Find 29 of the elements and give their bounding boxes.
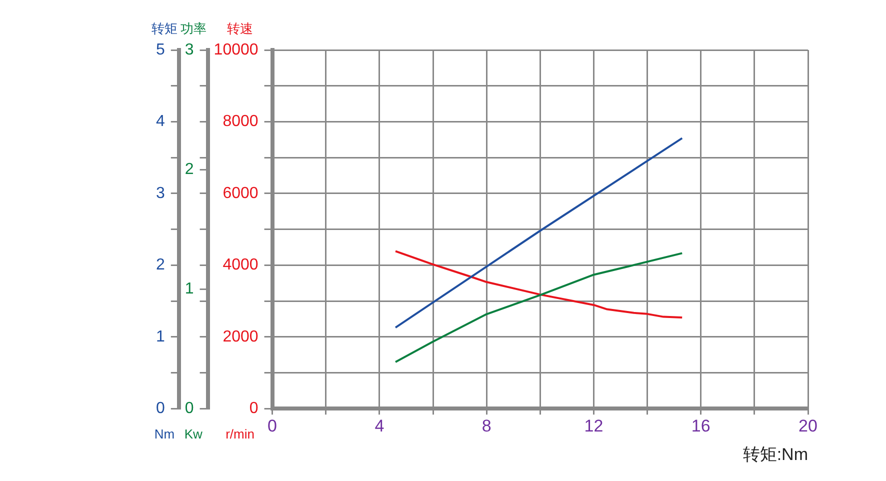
- x-tick-label: 20: [798, 416, 818, 436]
- text: Kw: [184, 426, 203, 442]
- y3-tick-label: 2000: [222, 328, 258, 346]
- x-tick-label: 8: [482, 416, 492, 436]
- x-tick-label: 0: [268, 416, 278, 436]
- y2-tick-label: 3: [184, 41, 194, 58]
- y3-tick-label: 4000: [222, 256, 258, 274]
- x-tick-label: 4: [374, 416, 384, 436]
- y-tick-label: 3: [156, 184, 165, 202]
- y3-tick-label: 0: [249, 400, 258, 418]
- y2-tick-label: 1: [184, 280, 194, 298]
- y3-axis-title: 转速: [227, 21, 254, 36]
- y3-tick-label: 6000: [222, 184, 258, 202]
- y-tick-label: 0: [156, 400, 165, 418]
- x-tick-label: 16: [691, 416, 710, 436]
- y-axis-title: 转矩: [151, 21, 178, 36]
- text: r/min: [226, 426, 254, 442]
- x-tick-label: 12: [584, 416, 604, 436]
- text: Nm: [154, 426, 175, 442]
- x-axis-title: 转矩:Nm: [742, 444, 808, 464]
- y2-tick-label: 0: [184, 400, 194, 418]
- y-tick-label: 5: [156, 41, 165, 58]
- y-tick-label: 1: [156, 328, 165, 346]
- y2-axis-title: 功率: [180, 21, 206, 36]
- y2-tick-label: 2: [184, 160, 194, 178]
- y3-tick-label: 8000: [222, 113, 258, 130]
- y-tick-label: 2: [156, 256, 165, 274]
- y3-tick-label: 10000: [214, 41, 258, 58]
- y-tick-label: 4: [156, 113, 165, 130]
